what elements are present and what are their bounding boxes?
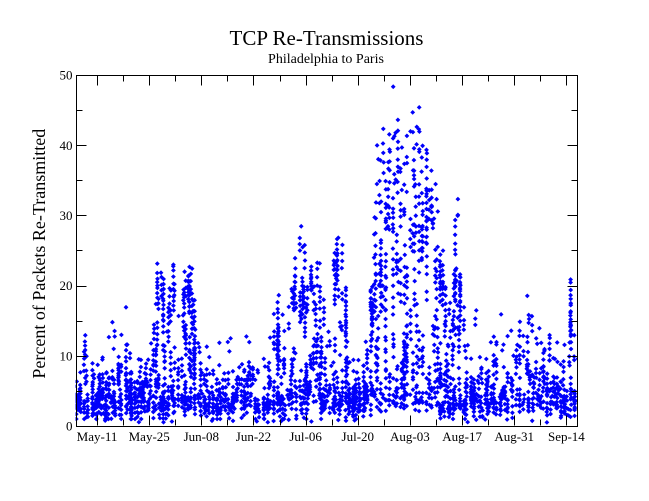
svg-text:Sep-14: Sep-14 [548,429,585,444]
svg-text:50: 50 [60,68,73,83]
svg-text:May-11: May-11 [77,429,118,444]
svg-text:Jun-22: Jun-22 [236,429,271,444]
svg-text:30: 30 [60,208,73,223]
svg-text:0: 0 [66,419,73,434]
svg-text:Jun-08: Jun-08 [184,429,219,444]
svg-text:Percent of Packets Re-Transmit: Percent of Packets Re-Transmitted [29,129,49,379]
svg-text:TCP Re-Transmissions: TCP Re-Transmissions [230,26,424,50]
svg-text:40: 40 [60,138,73,153]
svg-text:Aug-17: Aug-17 [442,429,482,444]
svg-text:Aug-31: Aug-31 [494,429,534,444]
svg-text:Aug-03: Aug-03 [390,429,430,444]
svg-text:Jul-20: Jul-20 [342,429,375,444]
svg-text:20: 20 [60,278,73,293]
svg-text:Philadelphia to Paris: Philadelphia to Paris [268,52,384,67]
svg-text:May-25: May-25 [129,429,170,444]
svg-text:10: 10 [60,348,73,363]
svg-text:Jul-06: Jul-06 [289,429,322,444]
